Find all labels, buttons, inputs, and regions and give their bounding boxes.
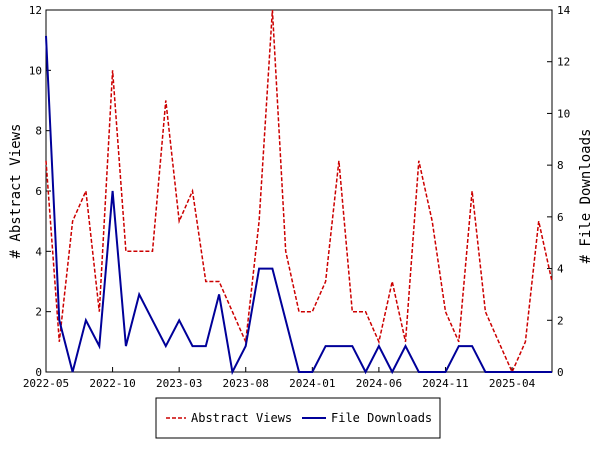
right-tick-label: 0 (557, 366, 564, 379)
legend-label-abstract-views: Abstract Views (191, 411, 292, 425)
x-tick-label: 2022-05 (23, 377, 69, 390)
x-tick-label: 2023-08 (223, 377, 269, 390)
left-tick-label: 4 (35, 245, 42, 258)
right-tick-label: 4 (557, 263, 564, 276)
left-tick-label: 12 (29, 4, 42, 17)
x-axis: 2022-05 2022-10 2023-03 2023-08 2024-01 2024-… (23, 367, 536, 390)
x-tick-label: 2024-01 (289, 377, 335, 390)
x-tick-label: 2023-03 (156, 377, 202, 390)
series-line-file-downloads (45, 35, 552, 376)
left-tick-label: 2 (35, 306, 42, 319)
legend-label-file-downloads: File Downloads (331, 411, 432, 425)
right-tick-label: 10 (557, 107, 570, 120)
x-tick-label: 2022-10 (89, 377, 135, 390)
x-tick-label: 2024-06 (356, 377, 402, 390)
legend: Abstract Views File Downloads (155, 397, 441, 439)
series-layer (45, 9, 553, 376)
left-tick-label: 10 (29, 64, 42, 77)
left-axis: 0 2 4 6 8 10 12 (29, 4, 51, 379)
right-tick-label: 12 (557, 56, 570, 69)
y-axis-title-right: # File Downloads (578, 129, 594, 264)
x-tick-label: 2024-11 (422, 377, 468, 390)
right-tick-label: 14 (557, 4, 571, 17)
right-tick-label: 8 (557, 159, 564, 172)
left-tick-label: 0 (35, 366, 42, 379)
left-tick-label: 6 (35, 185, 42, 198)
y-axis-title-left: # Abstract Views (8, 124, 24, 259)
right-tick-label: 6 (557, 211, 564, 224)
series-line-abstract-views (45, 9, 553, 374)
x-tick-label: 2025-04 (489, 377, 536, 390)
legend-box (155, 397, 441, 439)
plot-area (45, 9, 553, 373)
right-tick-label: 2 (557, 314, 564, 327)
left-tick-label: 8 (35, 125, 42, 138)
